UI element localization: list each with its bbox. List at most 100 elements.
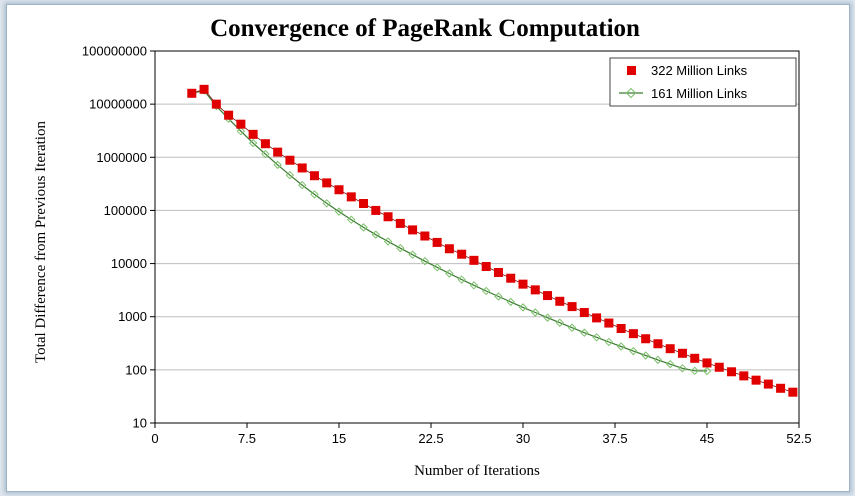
- point-322-million-links: [224, 110, 234, 120]
- point-161-million-links: [273, 160, 282, 170]
- point-322-million-links: [579, 308, 589, 318]
- point-161-million-links: [518, 303, 528, 312]
- point-161-million-links: [408, 250, 417, 259]
- x-tick-label: 15: [332, 431, 346, 446]
- point-322-million-links: [236, 119, 246, 129]
- chart-frame: Convergence of PageRank Computation 10 10…: [6, 4, 850, 492]
- point-322-million-links: [420, 231, 430, 241]
- point-322-million-links: [665, 344, 675, 354]
- point-322-million-links: [211, 99, 221, 109]
- axis-layer: 10 100 1000 10000 100000 1000000 10000000 10000…: [82, 44, 812, 447]
- point-161-million-links: [506, 297, 515, 307]
- point-161-million-links: [420, 256, 430, 266]
- point-322-million-links: [187, 88, 197, 98]
- point-161-million-links: [543, 313, 552, 322]
- point-161-million-links: [347, 215, 356, 224]
- point-322-million-links: [567, 302, 577, 312]
- y-tick-label: 100000: [104, 203, 147, 218]
- point-322-million-links: [273, 147, 283, 157]
- plot-area-border: [154, 50, 800, 424]
- point-161-million-links: [359, 223, 368, 232]
- point-322-million-links: [481, 262, 491, 272]
- grid-layer: [155, 103, 799, 371]
- point-322-million-links: [653, 339, 663, 349]
- point-161-million-links: [641, 351, 650, 360]
- point-322-million-links: [604, 318, 614, 328]
- point-322-million-links: [641, 334, 651, 344]
- point-161-million-links: [248, 138, 258, 148]
- legend-marker-161-million-links: [625, 87, 637, 99]
- legend-label-322-million-links: 322 Million Links: [651, 63, 748, 78]
- point-161-million-links: [297, 180, 307, 190]
- point-161-million-links: [702, 366, 712, 376]
- point-322-million-links: [346, 192, 356, 202]
- point-322-million-links: [702, 358, 712, 368]
- point-322-million-links: [543, 291, 553, 301]
- point-161-million-links: [396, 243, 405, 253]
- point-161-million-links: [236, 126, 246, 136]
- point-161-million-links: [629, 346, 638, 356]
- point-322-million-links: [260, 139, 270, 149]
- chart-title: Convergence of PageRank Computation: [210, 15, 640, 42]
- x-axis-title: Number of Iterations: [414, 463, 540, 479]
- point-161-million-links: [457, 275, 466, 284]
- point-322-million-links: [359, 199, 369, 209]
- x-tick-label: 52.5: [786, 431, 811, 446]
- point-161-million-links: [371, 230, 381, 239]
- point-161-million-links: [322, 199, 331, 208]
- x-tick-label: 7.5: [238, 431, 256, 446]
- point-322-million-links: [751, 375, 761, 385]
- point-322-million-links: [727, 367, 737, 377]
- point-322-million-links: [518, 279, 528, 289]
- y-tick-label: 10000: [111, 256, 147, 271]
- point-322-million-links: [493, 267, 503, 277]
- point-161-million-links: [653, 355, 663, 365]
- point-322-million-links: [530, 285, 540, 295]
- point-161-million-links: [567, 323, 577, 332]
- point-322-million-links: [690, 353, 700, 363]
- point-322-million-links: [395, 218, 405, 228]
- point-161-million-links: [383, 237, 393, 246]
- point-161-million-links: [555, 318, 565, 327]
- point-322-million-links: [248, 129, 258, 139]
- point-161-million-links: [604, 337, 614, 347]
- point-322-million-links: [285, 155, 295, 165]
- point-322-million-links: [469, 255, 479, 265]
- legend-box: [609, 57, 797, 107]
- point-322-million-links: [763, 379, 773, 389]
- point-161-million-links: [310, 190, 319, 199]
- point-322-million-links: [383, 212, 393, 222]
- point-161-million-links: [494, 292, 503, 301]
- y-tick-label: 1000: [118, 309, 147, 324]
- series-line-322-million-links: [191, 88, 794, 393]
- point-322-million-links: [444, 244, 454, 254]
- point-322-million-links: [334, 185, 344, 195]
- point-322-million-links: [628, 329, 638, 339]
- point-161-million-links: [469, 281, 479, 290]
- point-161-million-links: [616, 342, 626, 351]
- point-161-million-links: [592, 333, 601, 342]
- legend-label-161-million-links: 161 Million Links: [651, 86, 748, 101]
- legend-marker-322-million-links: [627, 66, 636, 75]
- point-322-million-links: [297, 163, 307, 173]
- point-322-million-links: [309, 171, 319, 181]
- x-tick-label: 45: [700, 431, 714, 446]
- point-161-million-links: [285, 171, 295, 180]
- point-161-million-links: [580, 328, 589, 337]
- legend: 322 Million Links 161 Million Links: [609, 57, 797, 107]
- point-322-million-links: [506, 273, 516, 283]
- point-161-million-links: [665, 359, 675, 369]
- y-tick-label: 100: [125, 362, 147, 377]
- point-322-million-links: [199, 84, 209, 94]
- point-322-million-links: [616, 324, 626, 334]
- y-tick-label: 10: [133, 416, 147, 431]
- y-axis-title: Total Difference from Previous Iteration: [33, 121, 49, 363]
- x-tick-label: 22.5: [418, 431, 443, 446]
- x-tick-label: 30: [516, 431, 530, 446]
- point-322-million-links: [592, 313, 602, 323]
- point-161-million-links: [445, 269, 454, 278]
- point-322-million-links: [371, 205, 381, 215]
- point-322-million-links: [788, 387, 798, 397]
- x-tick-label: 0: [151, 431, 158, 446]
- y-tick-label: 1000000: [96, 150, 147, 165]
